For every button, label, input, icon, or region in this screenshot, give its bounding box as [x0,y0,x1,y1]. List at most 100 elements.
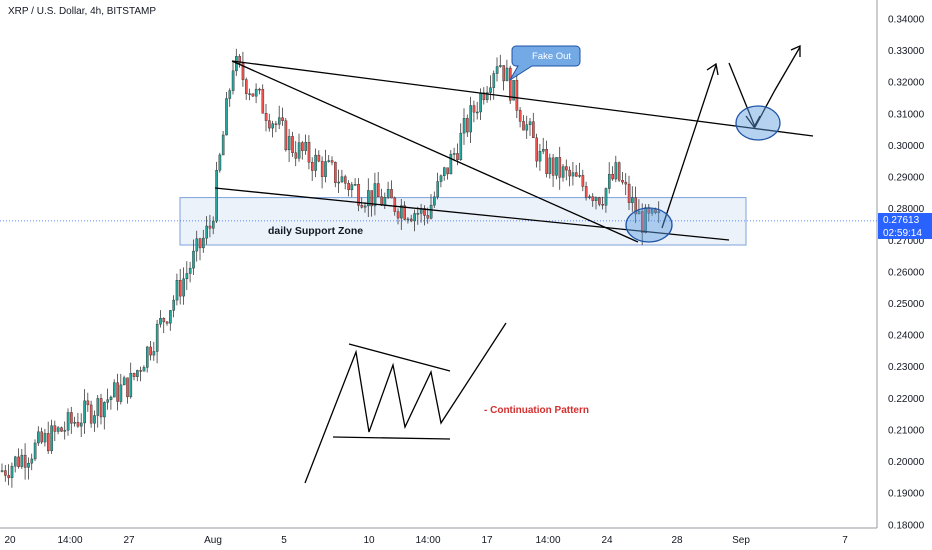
candle-body [103,402,106,418]
candle-body [27,462,30,468]
candle-body [182,278,185,297]
price-axis[interactable]: 0.34000 0.33000 0.32000 0.31000 0.30000 0.290… [888,15,925,532]
candle-body [492,73,496,88]
candle-body [370,190,374,207]
candle-body [406,218,410,221]
candle-body [377,183,380,197]
candle-body [654,209,657,213]
candle-body [139,370,143,372]
candle-body [155,323,159,352]
candle-body [50,425,53,452]
candle-body [548,157,552,174]
support-zone-box [179,197,747,246]
time-tick-label: 5 [281,535,287,546]
candle-body [505,67,509,82]
candle-body [56,427,60,432]
candle-body [641,211,644,234]
candle-body [528,121,532,125]
candle-body [561,166,565,178]
pattern-upper-line [348,343,451,372]
retest-arrow-path [728,46,801,129]
candle-body [327,160,331,162]
candle-body [251,93,255,97]
candle-body [456,153,459,161]
fake-out-callout: Fake Out [509,45,581,81]
pattern-lower-line [332,436,451,440]
candle-body [479,92,482,113]
candle-body [215,170,218,222]
candle-body [578,175,581,177]
projection-arrow-line [661,64,717,229]
candle-body [535,137,538,162]
candle-body [627,183,631,203]
price-tick-label: 0.20000 [888,457,925,468]
candle-body [466,118,469,133]
candle-body [43,433,47,443]
candle-body [79,422,83,427]
candle-body [436,181,440,198]
candle-body [99,398,103,418]
time-tick-label: 14:00 [57,535,82,546]
candle-body [452,153,456,155]
candle-body [129,373,133,398]
candle-body [231,70,235,91]
price-tick-label: 0.24000 [888,331,925,342]
price-tick-label: 0.18000 [888,520,925,531]
price-tick-label: 0.30000 [888,141,925,152]
candle-body [178,280,182,297]
candle-body [367,190,370,207]
candle-body [268,120,271,129]
continuation-pattern-sketch [304,322,507,484]
candle-body [429,204,433,219]
candle-body [314,154,317,171]
candle-body [205,225,209,239]
candle-body [532,121,535,139]
falling-wedge-trendline [231,60,639,243]
candle-body [499,65,502,67]
candle-body [149,346,152,356]
candle-body [588,196,591,198]
price-tick-label: 0.34000 [888,15,925,26]
candle-body [30,458,34,464]
time-axis[interactable]: 20 14:00 27 Aug 5 10 14:00 17 14:00 24 28 Sep 7 [4,535,848,546]
candle-body [126,377,129,398]
candle-body [20,454,24,467]
candle-body [10,465,14,479]
candle-body [119,384,123,402]
price-tick-label: 0.21000 [888,425,925,436]
candle-body [93,415,96,424]
candle-body [403,205,407,220]
candle-body [469,105,473,133]
candle-body [621,180,624,183]
candle-body [37,431,40,444]
candle-body [136,370,139,377]
candle-body [591,196,595,201]
candle-body [23,454,27,468]
candle-body [542,149,545,152]
candle-body [650,209,654,214]
candle-body [241,63,245,80]
candle-body [426,215,430,219]
candle-body [132,373,136,377]
candle-body [360,205,364,208]
last-price-value: 0.27613 [883,215,920,226]
time-tick-label: 28 [671,535,683,546]
time-tick-label: Sep [732,535,750,546]
time-tick-label: 7 [842,535,848,546]
candle-body [301,142,304,151]
candle-body [347,183,350,191]
candle-body [159,318,162,325]
candle-body [70,412,73,424]
lower-support-trendline [214,187,730,241]
time-tick-label: 10 [363,535,375,546]
candle-body [116,382,119,402]
price-tick-label: 0.22000 [888,394,925,405]
price-tick-label: 0.33000 [888,46,925,57]
candle-body [489,87,492,93]
candle-body [598,197,601,205]
last-price-badge-bg [878,213,932,226]
candle-body [568,169,571,177]
price-tick-label: 0.26000 [888,267,925,278]
